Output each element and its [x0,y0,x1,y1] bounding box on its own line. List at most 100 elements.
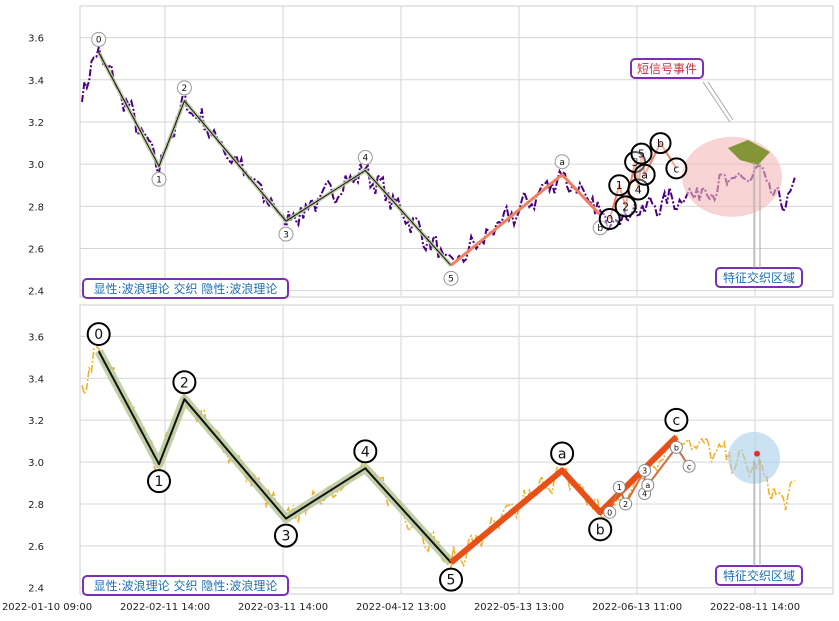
wave-label-circle [619,497,633,511]
wave-label-circle [172,370,197,395]
impulse-wave-label: 4 [353,439,378,464]
small-wave-label: 2 [614,195,637,218]
wave-label-circle [86,322,111,347]
wave-label-circle [554,154,570,170]
panel-bottom: 2.42.62.83.03.23.43.6 012345abc01234abc显性… [28,304,834,596]
wave-label-text: 5 [447,573,456,589]
legend-annotation: 显性:波浪理论 交织 隐性:波浪理论 [82,278,289,299]
wave-label-text: 1 [156,176,162,186]
wave-label-circle [641,478,655,492]
wave-label-circle [176,80,192,96]
impulse-wave-label: 3 [278,226,294,242]
small-wave-label: 2 [619,497,633,511]
wave-label-circle [147,469,172,494]
impulse-wave-label: 5 [443,270,459,286]
impulse-wave-label: 2 [172,370,197,395]
small-wave-label: 1 [612,480,626,494]
wave-label-circle [550,441,575,466]
wave-label-circle [443,270,459,286]
correction-wave-label: b [588,517,613,542]
wave-label-text: 5 [448,275,454,285]
wave-label-text: b [674,443,679,452]
impulse-wave-line [98,52,452,266]
small-wave-label: 5 [630,142,653,165]
wave-label-text: a [645,481,650,490]
wave-label-text: 2 [182,84,188,94]
zone-annotation: 特征交织区域 [715,565,803,586]
wave-label-text: 4 [642,489,647,498]
zone-arrow [753,460,761,566]
legend-annotation: 显性:波浪理论 交织 隐性:波浪理论 [82,575,289,596]
x-tick-label: 2022-04-12 13:00 [356,602,446,613]
small-wave-label: 3 [638,463,652,477]
feature-zone [728,431,780,484]
event-arrow [702,81,734,123]
y-tick-label: 2.8 [28,202,44,213]
wave-label-text: c [673,413,681,429]
wave-label-circle [630,142,653,165]
wave-label-text: 0 [607,508,612,517]
wave-label-circle [603,505,617,519]
wave-label-text: 2 [180,375,189,391]
correction-wave-label: a [554,154,570,170]
wave-label-circle [669,440,683,454]
wave-label-circle [649,132,672,155]
x-tick-label: 2022-01-10 09:00 [2,602,92,613]
small-wave-label: c [682,459,696,473]
event-annotation: 短信号事件 [630,58,704,79]
annotation-box [82,278,289,299]
wave-label-circle [151,171,167,187]
x-tick-label: 2022-05-13 13:00 [474,602,564,613]
zone-highlight [728,140,770,165]
annotation-box [715,565,803,586]
wave-label-text: 0 [94,327,103,343]
y-tick-label: 2.4 [28,584,44,595]
wave-label-circle [278,226,294,242]
annotation-text: 特征交织区域 [723,568,795,583]
correction-wave-label: c [664,407,689,432]
y-tick-label: 2.6 [28,542,44,553]
wave-label-text: 4 [361,444,370,460]
small-wave-label: a [633,163,656,186]
small-wave-label: b [649,132,672,155]
zone-center-dot [754,450,760,457]
wave-label-circle [588,517,613,542]
wave-label-circle [614,195,637,218]
y-tick-label: 2.4 [28,287,44,298]
wave-label-circle [638,463,652,477]
wave-label-text: a [641,169,648,182]
annotation-box [630,58,704,79]
wave-label-text: 2 [623,500,628,509]
impulse-wave-label: 1 [151,171,167,187]
y-tick-label: 3.6 [28,332,44,343]
wave-label-text: b [657,137,664,150]
annotation-box [715,267,803,288]
price-line [81,43,796,266]
wave-label-text: 2 [622,200,629,213]
annotation-text: 特征交织区域 [723,270,795,285]
x-tick-label: 2022-02-11 14:00 [120,602,210,613]
impulse-wave-line [97,350,452,564]
small-wave-label: b [669,440,683,454]
wave-label-text: 4 [635,183,642,196]
correction-wave-line [449,434,679,565]
x-tick-label: 2022-06-13 11:00 [592,602,682,613]
wave-label-circle [665,157,688,180]
panel-top: 2.42.62.83.03.23.43.6012345ab012345abc显性… [28,5,834,299]
wave-label-text: 4 [362,154,368,164]
correction-wave-label: a [550,441,575,466]
impulse-wave-label: 0 [91,31,107,47]
wave-label-text: 5 [638,148,645,161]
small-wave-label: 0 [603,505,617,519]
wave-label-text: 1 [155,474,164,490]
y-tick-label: 3.4 [28,76,44,87]
y-tick-label: 3.2 [28,118,44,129]
wave-label-text: 3 [642,466,647,475]
wave-label-text: c [673,162,679,175]
y-tick-label: 3.0 [28,458,44,469]
wave-label-text: 3 [282,529,291,545]
wave-label-circle [598,207,621,230]
annotation-box [82,575,289,596]
